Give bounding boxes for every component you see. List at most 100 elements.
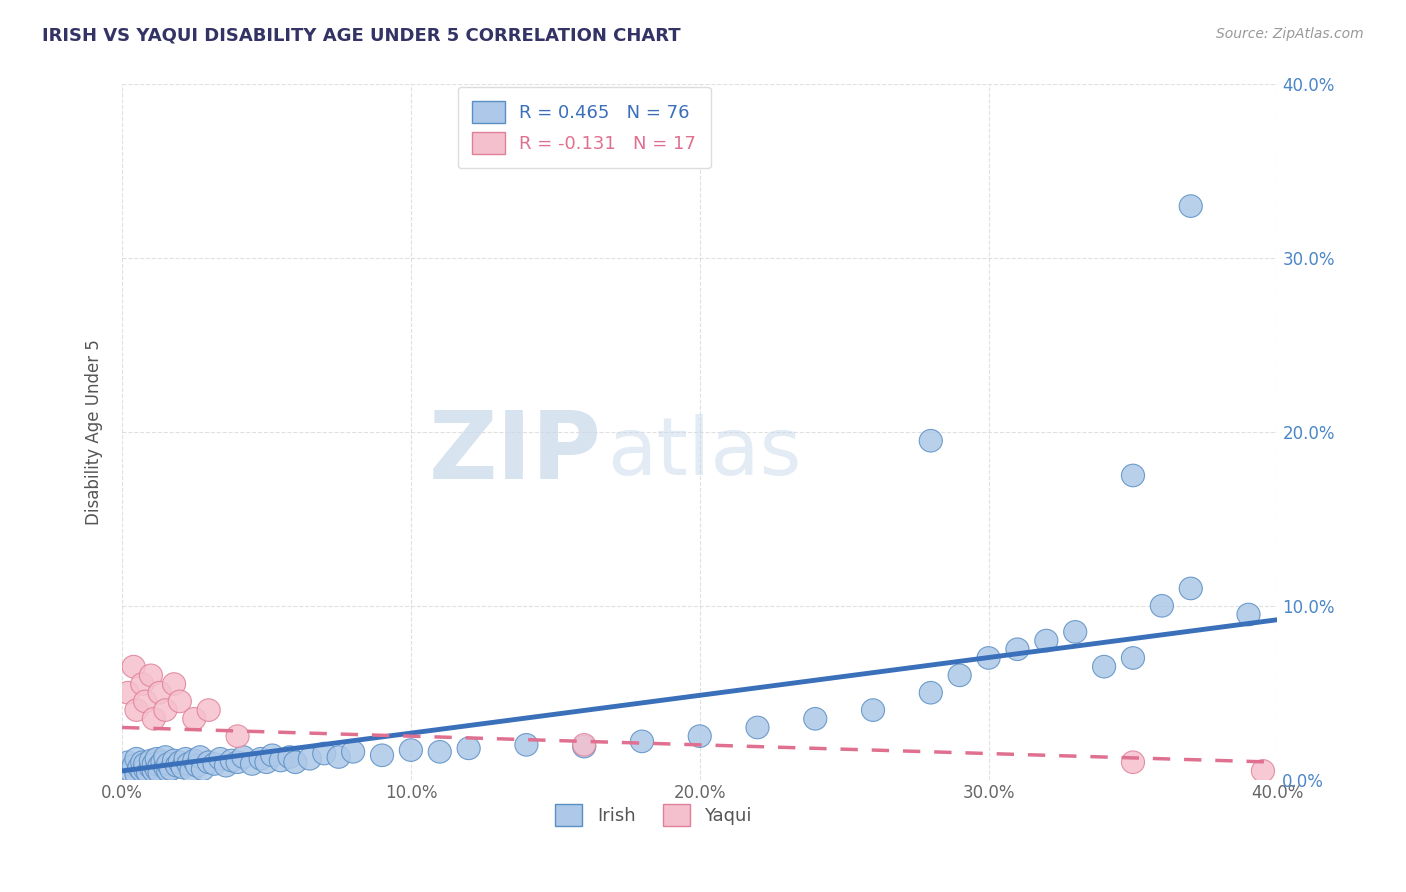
Ellipse shape xyxy=(221,749,243,772)
Ellipse shape xyxy=(131,760,153,782)
Ellipse shape xyxy=(747,716,769,739)
Ellipse shape xyxy=(117,751,139,773)
Ellipse shape xyxy=(226,751,249,773)
Ellipse shape xyxy=(174,747,197,770)
Ellipse shape xyxy=(226,725,249,747)
Ellipse shape xyxy=(399,739,422,762)
Ellipse shape xyxy=(312,742,336,764)
Ellipse shape xyxy=(920,429,942,452)
Ellipse shape xyxy=(278,746,301,768)
Ellipse shape xyxy=(202,753,226,775)
Ellipse shape xyxy=(153,746,177,768)
Ellipse shape xyxy=(163,749,186,772)
Ellipse shape xyxy=(1092,656,1115,678)
Ellipse shape xyxy=(197,698,221,722)
Ellipse shape xyxy=(122,656,145,678)
Ellipse shape xyxy=(298,747,322,770)
Ellipse shape xyxy=(142,707,166,730)
Ellipse shape xyxy=(977,647,1000,669)
Ellipse shape xyxy=(1005,638,1029,661)
Ellipse shape xyxy=(139,749,163,772)
Ellipse shape xyxy=(1150,595,1174,617)
Ellipse shape xyxy=(240,753,263,775)
Ellipse shape xyxy=(134,758,156,780)
Ellipse shape xyxy=(117,681,139,704)
Ellipse shape xyxy=(125,763,148,786)
Ellipse shape xyxy=(150,751,174,773)
Ellipse shape xyxy=(862,698,884,722)
Ellipse shape xyxy=(572,735,596,758)
Ellipse shape xyxy=(120,760,142,782)
Ellipse shape xyxy=(183,707,205,730)
Ellipse shape xyxy=(186,755,208,777)
Ellipse shape xyxy=(1180,194,1202,218)
Ellipse shape xyxy=(142,760,166,782)
Ellipse shape xyxy=(134,753,156,775)
Ellipse shape xyxy=(515,733,538,756)
Ellipse shape xyxy=(920,681,942,704)
Ellipse shape xyxy=(1035,629,1057,652)
Ellipse shape xyxy=(1122,647,1144,669)
Ellipse shape xyxy=(169,690,191,713)
Ellipse shape xyxy=(254,751,278,773)
Ellipse shape xyxy=(1122,464,1144,487)
Ellipse shape xyxy=(153,698,177,722)
Ellipse shape xyxy=(270,749,292,772)
Ellipse shape xyxy=(232,746,254,768)
Ellipse shape xyxy=(183,749,205,772)
Ellipse shape xyxy=(125,747,148,770)
Ellipse shape xyxy=(122,755,145,777)
Legend: Irish, Yaqui: Irish, Yaqui xyxy=(548,797,759,833)
Ellipse shape xyxy=(197,751,221,773)
Ellipse shape xyxy=(342,740,364,763)
Text: ZIP: ZIP xyxy=(429,407,602,499)
Ellipse shape xyxy=(125,698,148,722)
Ellipse shape xyxy=(145,747,169,770)
Ellipse shape xyxy=(370,744,394,766)
Ellipse shape xyxy=(148,681,172,704)
Ellipse shape xyxy=(131,673,153,696)
Ellipse shape xyxy=(457,737,481,760)
Ellipse shape xyxy=(142,753,166,775)
Ellipse shape xyxy=(156,753,180,775)
Ellipse shape xyxy=(208,747,232,770)
Ellipse shape xyxy=(572,733,596,756)
Ellipse shape xyxy=(188,746,211,768)
Ellipse shape xyxy=(145,758,169,780)
Ellipse shape xyxy=(139,664,163,687)
Ellipse shape xyxy=(177,753,200,775)
Ellipse shape xyxy=(148,762,172,784)
Ellipse shape xyxy=(148,755,172,777)
Y-axis label: Disability Age Under 5: Disability Age Under 5 xyxy=(86,339,103,525)
Ellipse shape xyxy=(1237,603,1260,626)
Ellipse shape xyxy=(1180,577,1202,599)
Ellipse shape xyxy=(1064,621,1087,643)
Ellipse shape xyxy=(688,725,711,747)
Ellipse shape xyxy=(630,730,654,753)
Ellipse shape xyxy=(284,751,307,773)
Ellipse shape xyxy=(429,740,451,763)
Ellipse shape xyxy=(249,747,273,770)
Ellipse shape xyxy=(804,707,827,730)
Ellipse shape xyxy=(166,755,188,777)
Ellipse shape xyxy=(1122,751,1144,773)
Ellipse shape xyxy=(180,760,202,782)
Ellipse shape xyxy=(260,744,284,766)
Ellipse shape xyxy=(131,751,153,773)
Text: Source: ZipAtlas.com: Source: ZipAtlas.com xyxy=(1216,27,1364,41)
Ellipse shape xyxy=(139,756,163,779)
Ellipse shape xyxy=(136,762,160,784)
Ellipse shape xyxy=(328,746,350,768)
Ellipse shape xyxy=(134,690,156,713)
Ellipse shape xyxy=(215,755,238,777)
Ellipse shape xyxy=(169,751,191,773)
Ellipse shape xyxy=(191,758,215,780)
Ellipse shape xyxy=(948,664,972,687)
Ellipse shape xyxy=(1251,760,1274,782)
Ellipse shape xyxy=(156,760,180,782)
Text: IRISH VS YAQUI DISABILITY AGE UNDER 5 CORRELATION CHART: IRISH VS YAQUI DISABILITY AGE UNDER 5 CO… xyxy=(42,27,681,45)
Ellipse shape xyxy=(172,756,194,779)
Ellipse shape xyxy=(163,673,186,696)
Ellipse shape xyxy=(160,758,183,780)
Ellipse shape xyxy=(128,756,150,779)
